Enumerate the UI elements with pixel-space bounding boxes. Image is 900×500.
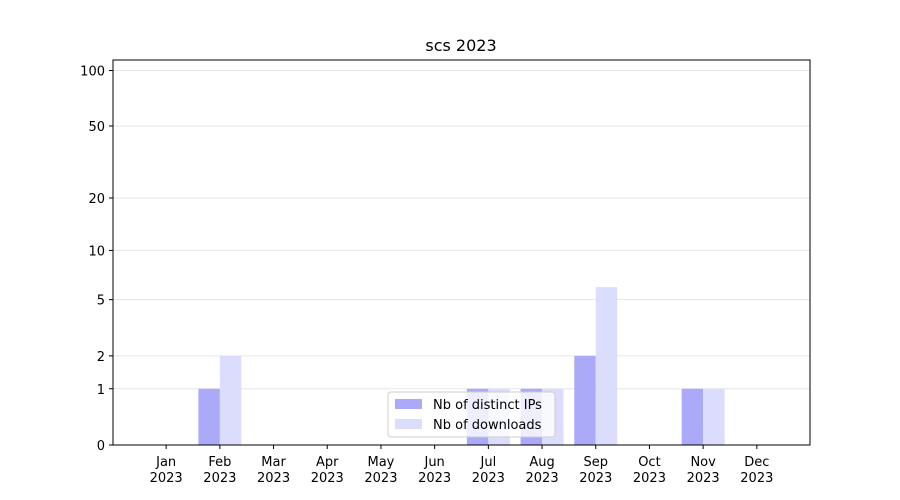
x-tick-label: Jan 2023 (150, 455, 183, 486)
legend-box (387, 391, 556, 438)
bar (574, 355, 596, 445)
x-tick-label: Dec 2023 (740, 455, 773, 486)
y-tick-label: 0 (97, 439, 105, 454)
plot-frame (112, 59, 811, 446)
bar (595, 287, 618, 445)
x-tick-label: Sep 2023 (579, 455, 612, 486)
x-tick-label: Mar 2023 (257, 455, 290, 486)
bar (198, 388, 220, 445)
legend-label: Nb of downloads (433, 418, 542, 433)
legend-swatch (395, 419, 422, 429)
chart-title: scs 2023 (425, 36, 496, 55)
x-tick-label: Aug 2023 (526, 455, 559, 486)
x-tick-label: Nov 2023 (687, 455, 720, 486)
y-tick-label: 10 (88, 244, 105, 259)
legend-label: Nb of distinct IPs (433, 398, 542, 413)
legend: Nb of distinct IPs Nb of downloads (387, 391, 556, 438)
legend-swatch (395, 399, 422, 409)
y-tick-label: 2 (97, 350, 105, 365)
y-tick-label: 100 (80, 65, 105, 80)
y-tick-label: 50 (88, 120, 105, 135)
x-tick-label: Jul 2023 (472, 455, 505, 486)
bar (703, 388, 725, 445)
x-tick-label: Oct 2023 (633, 455, 666, 486)
x-tick-label: Apr 2023 (311, 455, 344, 486)
y-tick-label: 20 (88, 192, 105, 207)
x-tick-label: Feb 2023 (203, 455, 236, 486)
x-tick-label: Jun 2023 (418, 455, 451, 486)
y-tick-label: 1 (97, 383, 105, 398)
x-tick-label: May 2023 (364, 455, 397, 486)
y-tick-label: 5 (97, 294, 105, 309)
bar (681, 388, 704, 445)
bar (219, 355, 242, 445)
